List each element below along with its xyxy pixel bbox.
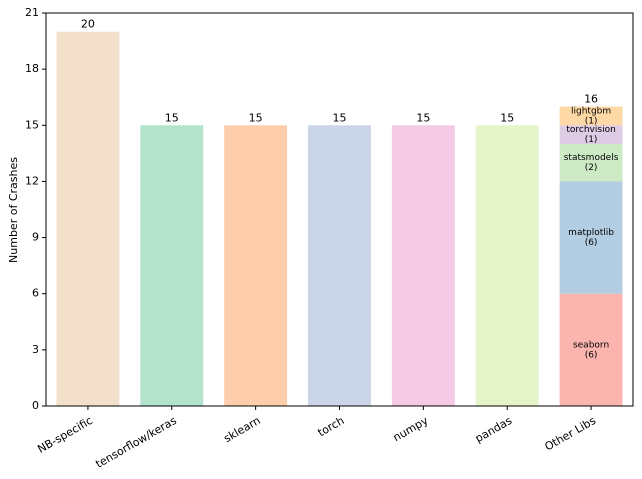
stack-total-label: 16 (584, 93, 598, 106)
stack-segment (559, 181, 623, 294)
segment-name: torchvision (566, 125, 615, 135)
bar (140, 125, 204, 407)
bar (475, 125, 539, 407)
plot-frame (45, 12, 634, 407)
x-tick-label: Other Libs (543, 414, 599, 454)
x-tick-label: tensorflow/keras (93, 414, 179, 471)
bar-value-label: 15 (165, 111, 179, 124)
segment-name: matplotlib (568, 228, 614, 238)
bar-value-label: 15 (333, 111, 347, 124)
bar (308, 125, 371, 407)
bar-value-label: 15 (416, 111, 430, 124)
y-tick-label: 3 (32, 343, 39, 356)
bar (391, 125, 455, 407)
y-tick-label: 15 (25, 118, 39, 131)
x-tick-label: sklearn (222, 414, 263, 445)
bar-value-label: 20 (81, 18, 95, 31)
y-tick-label: 0 (32, 399, 39, 412)
stack-segment (559, 144, 623, 182)
y-axis-label: Number of Crashes (7, 157, 20, 263)
x-tick-label: NB-specific (35, 414, 95, 456)
bar-value-label: 15 (249, 111, 263, 124)
segment-value-label: (6) (585, 350, 598, 360)
bar (56, 31, 120, 406)
segment-name: statsmodels (564, 153, 619, 163)
y-tick-label: 12 (25, 174, 39, 187)
x-tick-label: torch (315, 414, 346, 439)
x-tick-label: pandas (473, 414, 515, 445)
segment-value-label: (1) (585, 135, 598, 145)
stack-segment (559, 125, 623, 144)
y-tick-label: 18 (25, 62, 39, 75)
segment-value-label: (2) (585, 163, 598, 173)
bar-value-label: 15 (500, 111, 514, 124)
y-tick-label: 21 (25, 6, 39, 19)
y-tick-label: 9 (32, 231, 39, 244)
segment-name: lightgbm (571, 106, 611, 116)
stack-segment (559, 106, 623, 126)
segment-value-label: (6) (585, 238, 598, 248)
segment-name: seaborn (573, 340, 609, 350)
bar (224, 125, 288, 407)
y-tick-label: 6 (32, 287, 39, 300)
segment-value-label: (1) (585, 116, 598, 126)
stack-segment (559, 293, 623, 406)
x-tick-label: numpy (391, 414, 431, 445)
